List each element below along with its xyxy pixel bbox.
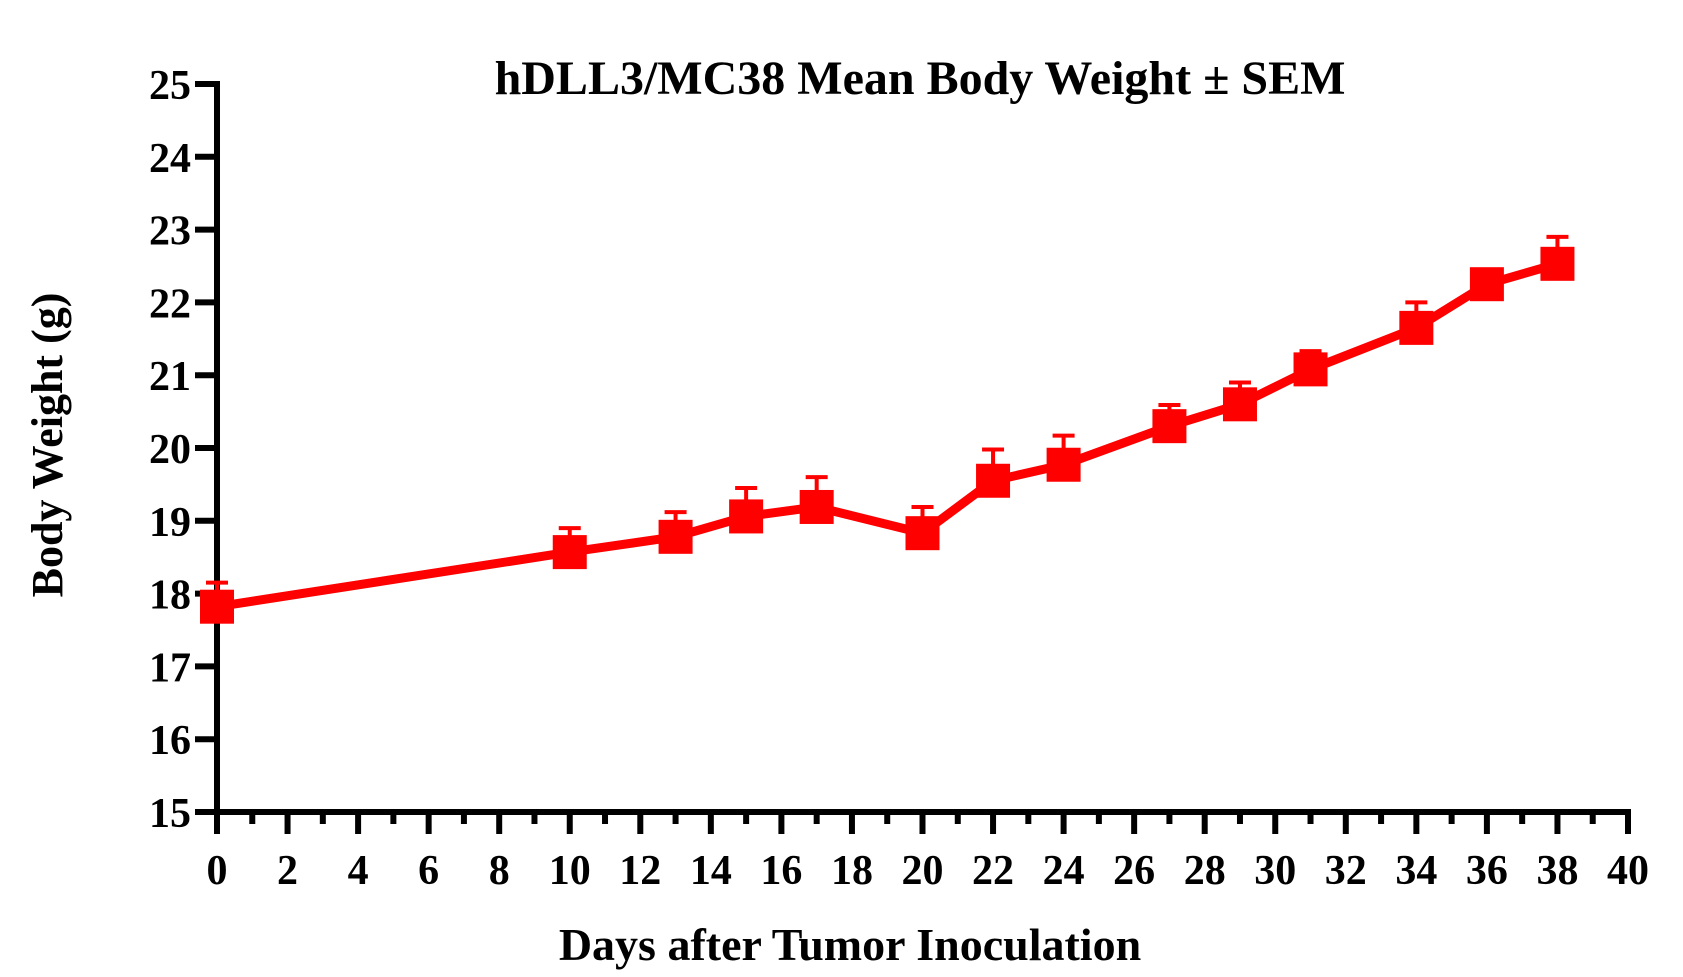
x-tick-label: 30 xyxy=(1254,848,1296,894)
y-tick-label: 25 xyxy=(149,63,191,109)
data-point-marker xyxy=(905,516,940,551)
x-tick-label: 38 xyxy=(1536,848,1578,894)
x-tick-label: 20 xyxy=(902,848,944,894)
y-tick-label: 24 xyxy=(149,136,191,182)
x-tick-label: 6 xyxy=(418,848,439,894)
x-tick-label: 24 xyxy=(1043,848,1085,894)
y-axis-label: Body Weight (g) xyxy=(23,293,72,598)
series-line xyxy=(216,259,1559,612)
x-tick-label: 4 xyxy=(348,848,369,894)
y-tick-label: 22 xyxy=(149,281,191,327)
data-point-marker xyxy=(1293,352,1328,387)
data-point-marker xyxy=(1222,387,1257,422)
x-tick-label: 28 xyxy=(1184,848,1226,894)
y-tick-label: 18 xyxy=(149,573,191,619)
x-tick-label: 18 xyxy=(831,848,873,894)
y-tick-label: 23 xyxy=(149,209,191,255)
x-tick-label: 8 xyxy=(489,848,510,894)
x-tick-label: 32 xyxy=(1325,848,1367,894)
y-tick-label: 20 xyxy=(149,427,191,473)
data-point-marker xyxy=(1540,246,1575,281)
x-tick-label: 16 xyxy=(760,848,802,894)
x-tick-label: 14 xyxy=(690,848,732,894)
data-point-marker xyxy=(200,589,234,624)
x-tick-label: 12 xyxy=(619,848,661,894)
y-tick-label: 19 xyxy=(149,500,191,546)
data-point-marker xyxy=(658,519,693,554)
data-point-marker xyxy=(1469,267,1504,302)
data-point-marker xyxy=(729,499,764,534)
x-axis-label: Days after Tumor Inoculation xyxy=(559,919,1141,970)
x-tick-label: 22 xyxy=(972,848,1014,894)
chart-title: hDLL3/MC38 Mean Body Weight ± SEM xyxy=(495,52,1346,105)
y-tick-label: 21 xyxy=(149,354,191,400)
y-tick-label: 16 xyxy=(149,718,191,764)
x-tick-label: 34 xyxy=(1395,848,1437,894)
data-point-marker xyxy=(1399,310,1434,345)
data-marks xyxy=(200,234,1575,624)
x-tick-label: 0 xyxy=(207,848,228,894)
y-tick-label: 15 xyxy=(149,791,191,837)
x-tick-label: 26 xyxy=(1113,848,1155,894)
y-tick-label: 17 xyxy=(149,645,191,691)
data-point-marker xyxy=(552,535,587,570)
data-point-marker xyxy=(976,463,1011,498)
data-point-marker xyxy=(1152,409,1187,444)
data-point-marker xyxy=(1046,447,1081,482)
x-tick-label: 10 xyxy=(549,848,591,894)
x-tick-label: 36 xyxy=(1466,848,1508,894)
data-point-marker xyxy=(799,489,834,524)
x-tick-label: 2 xyxy=(277,848,298,894)
x-tick-label: 40 xyxy=(1607,848,1649,894)
